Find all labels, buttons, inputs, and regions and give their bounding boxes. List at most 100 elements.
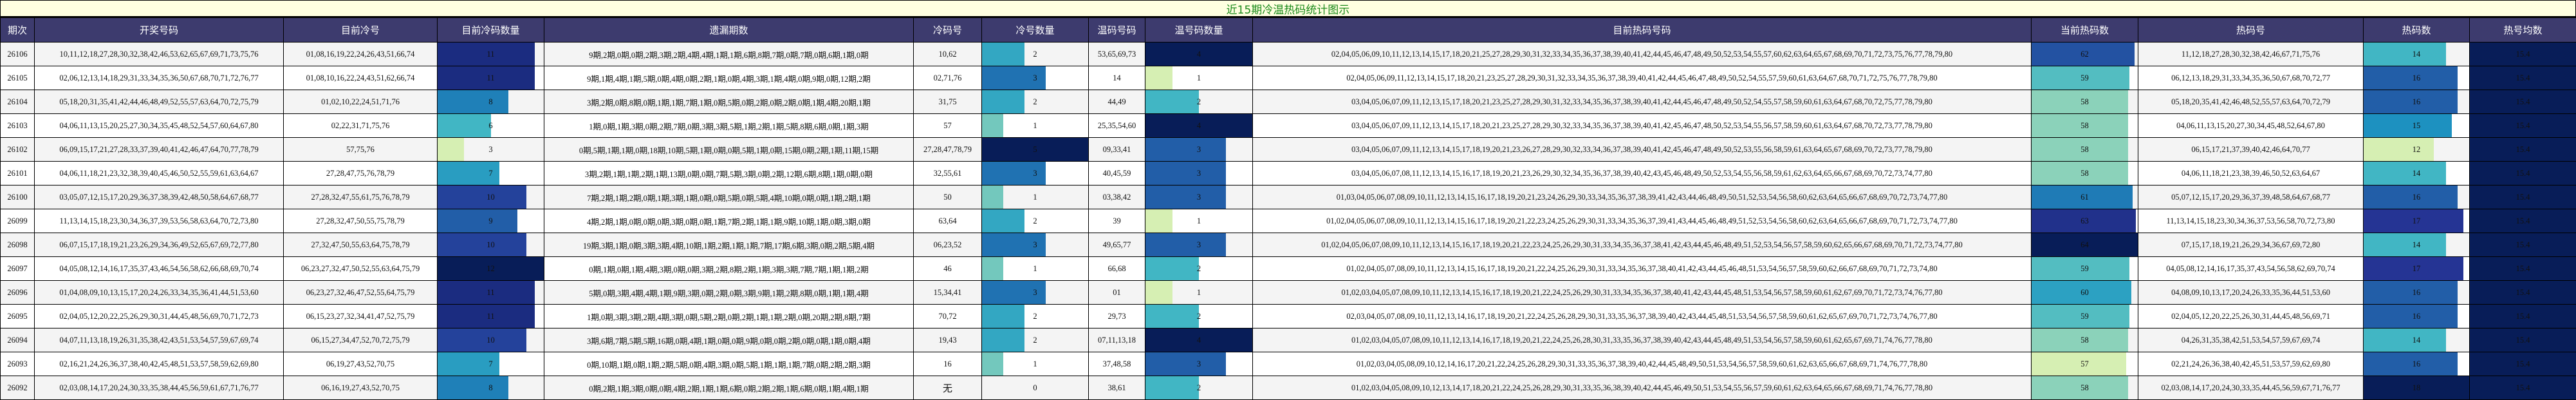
bar-value: 9 (488, 216, 493, 225)
data-bar (438, 162, 500, 185)
data-bar (2470, 114, 2576, 137)
current-cold-count-bar: 11 (437, 42, 544, 66)
table-row: 26092 02,03,08,14,17,20,24,30,33,35,38,44… (0, 376, 2576, 400)
bar-value: 3 (1033, 287, 1037, 297)
period-cell: 26097 (0, 256, 35, 281)
hot-average-bar: 15.4 (2469, 161, 2576, 186)
draw-numbers-cell: 04,06,11,13,15,20,25,27,30,34,35,45,48,5… (34, 113, 284, 138)
table-row: 26093 02,16,21,24,26,36,37,38,40,42,45,48… (0, 352, 2576, 376)
data-bar (982, 114, 1003, 137)
bar-value: 12 (2412, 144, 2421, 154)
period-cell: 26095 (0, 304, 35, 329)
hot-numbers-cell: 04,26,31,35,38,42,51,53,54,57,59,67,69,7… (2138, 328, 2364, 352)
warm-count-bar: 1 (1145, 66, 1253, 90)
warm-numbers-cell: 49,65,77 (1088, 233, 1145, 257)
bar-value: 60 (2080, 287, 2089, 297)
cold-count-bar: 3 (981, 280, 1089, 305)
hot-count-bar: 16 (2363, 352, 2470, 376)
bar-value: 3 (1196, 144, 1201, 154)
period-cell: 26103 (0, 113, 35, 138)
bar-value: 2 (1196, 97, 1201, 106)
data-bar (982, 43, 1024, 66)
data-bar (2364, 90, 2458, 113)
cold-numbers-cell: 63,64 (913, 209, 982, 233)
bar-value: 8 (488, 97, 493, 106)
draw-numbers-cell: 10,11,12,18,27,28,30,32,38,42,46,53,62,6… (34, 42, 284, 66)
column-header-warm-count: 温号码数量 (1145, 17, 1253, 43)
hot-average-bar: 15.4 (2469, 328, 2576, 352)
warm-count-bar: 2 (1145, 90, 1253, 114)
data-bar (2364, 209, 2463, 233)
chart-title: 近15期冷温热码统计图示 (0, 0, 2576, 17)
bar-value: 58 (2080, 335, 2089, 345)
column-header-cold: 冷码号 (913, 17, 982, 43)
current-cold-numbers-cell: 01,02,10,22,24,51,71,76 (283, 90, 438, 114)
draw-numbers-cell: 05,18,20,31,35,41,42,44,46,48,49,52,55,5… (34, 90, 284, 114)
warm-numbers-cell: 07,11,13,18 (1088, 328, 1145, 352)
current-hot-count-bar: 60 (2031, 280, 2138, 305)
draw-numbers-cell: 06,07,15,17,18,19,21,23,26,29,34,36,49,5… (34, 233, 284, 257)
column-header-hot-now-count: 当前热码数 (2031, 17, 2138, 43)
current-hot-count-bar: 59 (2031, 256, 2138, 281)
data-bar (2364, 329, 2446, 352)
bar-value: 4 (1196, 335, 1201, 345)
bar-value: 7 (488, 168, 493, 178)
hot-average-bar: 15.4 (2469, 42, 2576, 66)
hot-average-bar: 15.4 (2469, 256, 2576, 281)
omission-periods-cell: 5期,0期,3期,4期,4期,1期,9期,3期,0期,2期,0期,3期,9期,1… (544, 280, 914, 305)
omission-periods-cell: 3期,6期,7期,5期,5期,16期,0期,4期,1期,0期,0期,9期,0期,… (544, 328, 914, 352)
hot-numbers-cell: 05,18,20,35,41,42,46,48,52,55,57,63,64,7… (2138, 90, 2364, 114)
warm-numbers-cell: 44,49 (1088, 90, 1145, 114)
data-bar (982, 66, 1046, 90)
current-cold-numbers-cell: 06,16,19,27,43,52,70,75 (283, 376, 438, 400)
stats-table: 期次 开奖号码 目前冷号 目前冷码数量 遗漏期数 冷码号 冷号数量 温码号码 温号码数量 目前热码… (0, 17, 2576, 400)
bar-value: 15.4 (2516, 240, 2530, 249)
data-bar (982, 162, 1046, 185)
bar-value: 16 (2412, 192, 2421, 202)
data-bar (2364, 281, 2458, 304)
current-hot-numbers-cell: 01,03,04,05,06,07,08,09,10,11,12,13,14,1… (1252, 185, 2032, 209)
hot-count-bar: 17 (2363, 256, 2470, 281)
data-bar (1145, 209, 1172, 233)
omission-periods-cell: 0期,1期,0期,1期,4期,3期,0期,0期,3期,2期,8期,2期,1期,3… (544, 256, 914, 281)
current-cold-count-bar: 11 (437, 280, 544, 305)
data-bar (982, 138, 1088, 161)
bar-value: 4 (1196, 49, 1201, 59)
warm-count-bar: 3 (1145, 137, 1253, 162)
data-bar (2364, 305, 2458, 328)
current-cold-count-bar: 10 (437, 185, 544, 209)
cold-count-bar: 1 (981, 352, 1089, 376)
data-bar (438, 281, 535, 304)
current-cold-count-bar: 8 (437, 376, 544, 400)
omission-periods-cell: 4期,2期,1期,0期,0期,0期,3期,0期,0期,1期,7期,2期,1期,1… (544, 209, 914, 233)
hot-average-bar: 15.4 (2469, 209, 2576, 233)
hot-average-bar: 15.4 (2469, 90, 2576, 114)
draw-numbers-cell: 04,06,11,18,21,23,32,38,39,40,45,46,50,5… (34, 161, 284, 186)
data-bar (438, 209, 517, 233)
table-row: 26100 03,05,07,12,15,17,20,29,36,37,38,39… (0, 185, 2576, 209)
data-bar (2470, 233, 2576, 256)
data-bar (982, 281, 1046, 304)
bar-value: 1 (1033, 120, 1037, 130)
warm-numbers-cell: 37,48,58 (1088, 352, 1145, 376)
draw-numbers-cell: 02,04,05,12,20,22,25,26,29,30,31,44,45,4… (34, 304, 284, 329)
data-bar (2364, 186, 2458, 209)
bar-value: 16 (2412, 359, 2421, 368)
current-hot-numbers-cell: 01,02,04,05,07,08,09,10,11,12,13,14,15,1… (1252, 256, 2032, 281)
bar-value: 2 (1033, 97, 1037, 106)
current-cold-count-bar: 8 (437, 90, 544, 114)
data-bar (2032, 186, 2133, 209)
bar-value: 1 (1033, 263, 1037, 273)
current-hot-numbers-cell: 02,04,05,06,09,10,11,12,13,14,15,17,18,2… (1252, 42, 2032, 66)
bar-value: 59 (2080, 263, 2089, 273)
cold-count-bar: 2 (981, 42, 1089, 66)
cold-count-bar: 3 (981, 161, 1089, 186)
draw-numbers-cell: 01,04,08,09,10,13,15,17,20,24,26,33,34,3… (34, 280, 284, 305)
cold-numbers-cell: 27,28,47,78,79 (913, 137, 982, 162)
data-bar (982, 90, 1024, 113)
column-header-hot-now: 目前热码号码 (1252, 17, 2032, 43)
omission-periods-cell: 19期,3期,1期,0期,3期,3期,4期,10期,1期,2期,1期,1期,7期… (544, 233, 914, 257)
column-header-omission: 遗漏期数 (544, 17, 914, 43)
data-bar (2032, 233, 2138, 256)
current-hot-numbers-cell: 01,02,04,05,06,07,08,09,10,11,12,13,14,1… (1252, 233, 2032, 257)
